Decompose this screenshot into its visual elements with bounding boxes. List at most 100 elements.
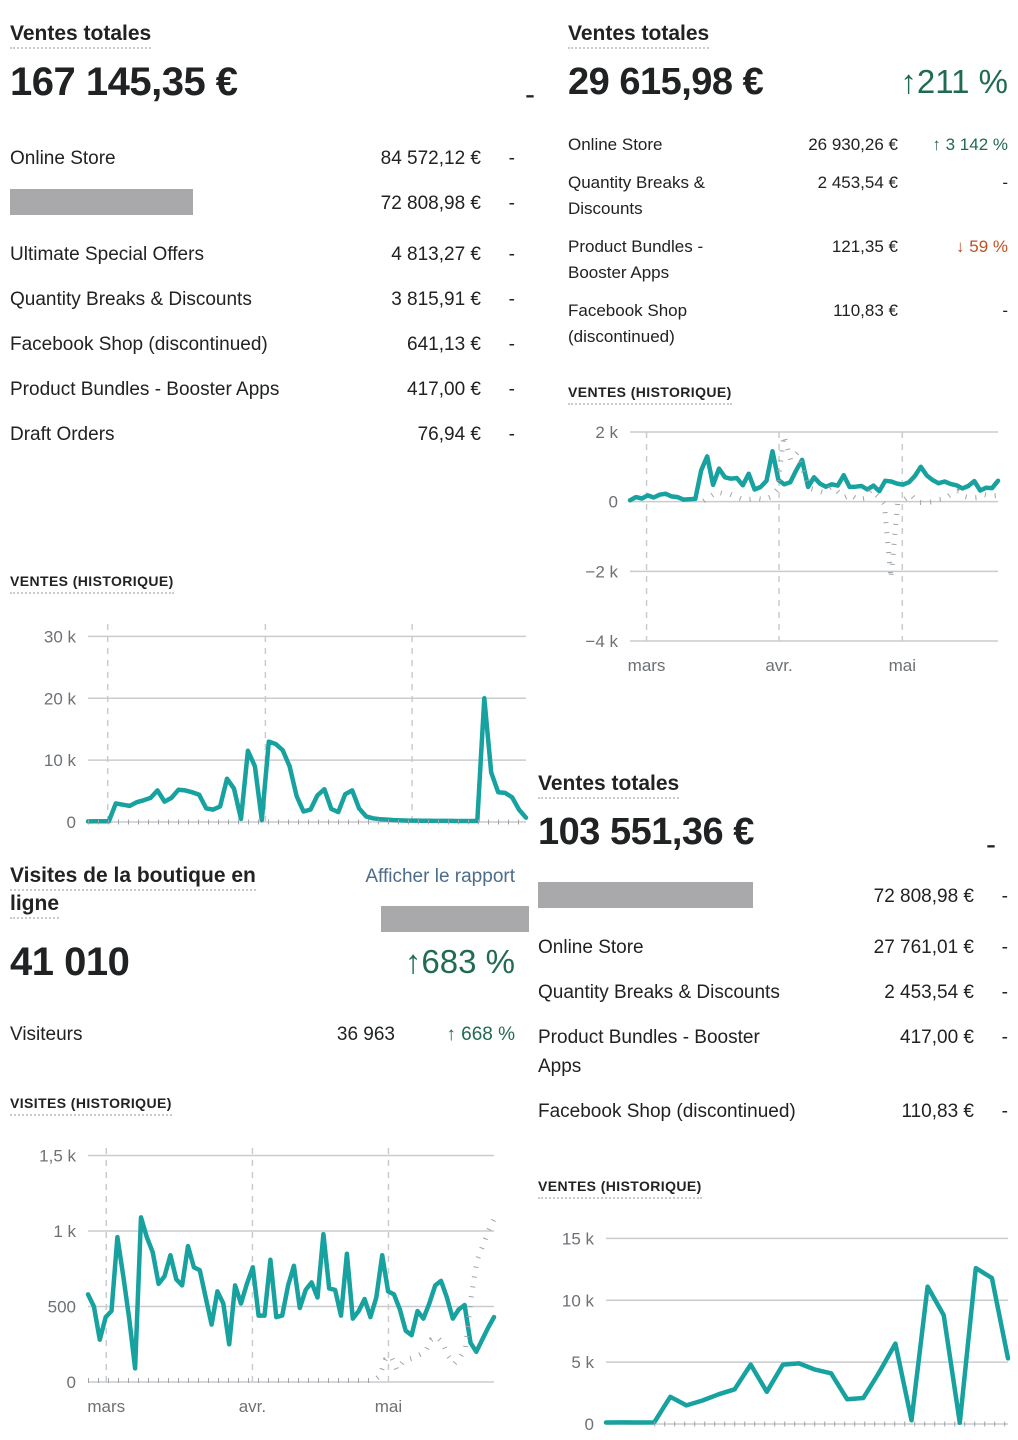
row-change: - [1002, 173, 1008, 192]
row-value: 641,13 € [407, 334, 481, 355]
section-caption: VENTES (HISTORIQUE) [10, 573, 174, 594]
breakdown-list: 72 808,98 € - Online Store 27 761,01 € - Quan… [538, 874, 1008, 1134]
row-change: - [508, 289, 515, 310]
x-axis-tick-label: mars [628, 656, 666, 675]
card-sales-total: Ventes totales 167 145,35 € Online Store… [10, 20, 515, 457]
card-title-wrap: Ventes totales [538, 770, 1008, 799]
y-axis-tick-label: 5 k [571, 1353, 594, 1372]
metric-change-dash: - [986, 828, 996, 861]
table-row: 72 808,98 € - [10, 181, 515, 232]
row-value: 3 815,91 € [391, 289, 481, 310]
metric-row: 41 010 ↑683 % [10, 934, 515, 990]
row-value: 110,83 € [833, 301, 898, 320]
row-value: 121,35 € [831, 237, 898, 256]
chart-sales-third-history[interactable]: 0 5 k 10 k 15 k [538, 1210, 1018, 1440]
chart-sales-small-history[interactable]: −4 k −2 k 0 2 k mars avr. mai [568, 418, 1008, 683]
table-row: Product Bundles - Booster Apps 417,00 € - [10, 367, 515, 412]
y-axis-tick-label: 2 k [595, 423, 618, 442]
row-value: 417,00 € [407, 379, 481, 400]
row-value: 76,94 € [417, 424, 481, 445]
section-sales-history-3: VENTES (HISTORIQUE) [538, 1178, 1008, 1199]
row-change: - [508, 244, 515, 265]
table-row: Online Store 26 930,26 € ↑ 3 142 % [568, 126, 1008, 164]
row-label [538, 882, 814, 917]
view-report-link[interactable]: Afficher le rapport [365, 866, 515, 887]
row-value: 72 808,98 € [380, 193, 481, 214]
series-line-current [603, 1265, 1011, 1426]
chart-canvas: 0 500 1 k 1,5 k mars avr. mai [39, 1147, 497, 1416]
y-axis-tick-label: 0 [609, 493, 618, 512]
y-axis-tick-label: 1 k [53, 1222, 76, 1241]
y-axis-tick-label: 0 [67, 813, 76, 832]
row-value: 2 453,54 € [817, 173, 898, 192]
row-label: Facebook Shop (discontinued) [568, 301, 688, 346]
redaction-bar [10, 189, 193, 215]
row-change: - [1002, 301, 1008, 320]
table-row: Online Store 27 761,01 € - [538, 925, 1008, 970]
chart-visits-history[interactable]: 0 500 1 k 1,5 k mars avr. mai [10, 1130, 530, 1440]
row-change: - [508, 379, 515, 400]
row-label: Visiteurs [10, 1024, 83, 1045]
row-label [10, 189, 321, 224]
table-row: Facebook Shop (discontinued) 110,83 € - [538, 1089, 1008, 1134]
card-title: Ventes totales [538, 772, 680, 799]
row-value: 27 761,01 € [873, 937, 974, 958]
card-sales-small: Ventes totales 29 615,98 € ↑211 % Online… [568, 20, 1008, 356]
card-title-wrap: Ventes totales [10, 20, 515, 49]
row-value: 417,00 € [900, 1027, 974, 1048]
row-change: - [1001, 1101, 1008, 1122]
metric-value: 29 615,98 € [568, 61, 764, 103]
row-label: Product Bundles - Booster Apps [10, 379, 280, 400]
page-title: Ventes totales [10, 22, 152, 49]
table-row: 72 808,98 € - [538, 874, 1008, 925]
row-change: - [508, 334, 515, 355]
table-row: Product Bundles - Booster Apps 121,35 € ↓ … [568, 228, 1008, 292]
breakdown-list: Visiteurs 36 963 ↑ 668 % [10, 1012, 515, 1057]
table-row: Quantity Breaks & Discounts 3 815,91 € - [10, 277, 515, 322]
y-axis-tick-label: 0 [67, 1373, 76, 1392]
redaction-bar [538, 882, 753, 908]
y-axis-tick-label: 10 k [44, 751, 77, 770]
metric-change: ↑683 % [404, 943, 515, 980]
chart-canvas: 0 5 k 10 k 15 k [562, 1229, 1011, 1434]
section-caption: VISITES (HISTORIQUE) [10, 1095, 172, 1116]
redaction-bar [381, 906, 529, 932]
row-change: - [1001, 982, 1008, 1003]
row-label: Product Bundles - Booster Apps [568, 237, 704, 282]
row-change: - [508, 193, 515, 214]
row-label: Quantity Breaks & Discounts [538, 982, 780, 1003]
row-change: - [508, 148, 515, 169]
section-visits-history: VISITES (HISTORIQUE) [10, 1095, 540, 1116]
row-change: - [1001, 1027, 1008, 1048]
table-row: Facebook Shop (discontinued) 641,13 € - [10, 322, 515, 367]
section-caption: VENTES (HISTORIQUE) [568, 384, 732, 405]
y-axis-tick-label: 500 [48, 1298, 76, 1317]
series-line-current [627, 448, 1001, 503]
y-axis-tick-label: −4 k [585, 632, 618, 651]
series-line-current [85, 696, 529, 824]
chart-sales-total-history[interactable]: 0 10 k 20 k 30 k [10, 610, 540, 850]
table-row: Online Store 84 572,12 € - [10, 136, 515, 181]
y-axis-tick-label: 20 k [44, 689, 77, 708]
row-change: - [1001, 886, 1008, 907]
metric-value: 167 145,35 € [10, 60, 238, 104]
breakdown-list: Online Store 26 930,26 € ↑ 3 142 % Quantity… [568, 126, 1008, 356]
row-label: Facebook Shop (discontinued) [10, 334, 268, 355]
x-axis-tick-label: avr. [239, 1397, 266, 1416]
table-row: Quantity Breaks & Discounts 2 453,54 € - [538, 970, 1008, 1015]
card-title-wrap: Ventes totales [568, 20, 1008, 49]
row-value: 36 963 [336, 1024, 395, 1045]
row-value: 26 930,26 € [808, 135, 898, 154]
card-title-wrap: Visites de la boutique en ligne [10, 862, 280, 919]
y-axis-tick-label: 15 k [562, 1229, 595, 1248]
row-label: Quantity Breaks & Discounts [568, 173, 706, 218]
row-change: ↑ 668 % [446, 1024, 515, 1045]
table-row: Draft Orders 76,94 € - [10, 412, 515, 457]
row-label: Ultimate Special Offers [10, 244, 204, 265]
row-value: 4 813,27 € [391, 244, 481, 265]
table-row: Visiteurs 36 963 ↑ 668 % [10, 1012, 515, 1057]
row-label: Product Bundles - Booster Apps [538, 1027, 760, 1077]
x-axis-tick-label: mars [87, 1397, 125, 1416]
metric-change-dash: - [525, 78, 535, 111]
